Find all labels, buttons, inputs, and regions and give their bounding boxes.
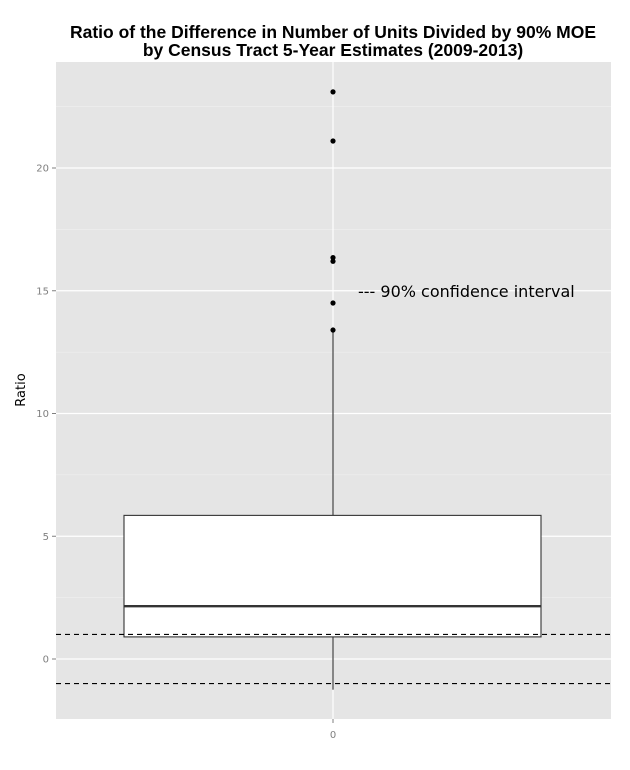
- confidence-interval-lines: [56, 633, 611, 685]
- interquartile-box: [123, 514, 542, 638]
- y-tick-label: 15: [36, 286, 49, 297]
- outlier-point: [330, 255, 336, 261]
- y-axis-label: Ratio: [14, 373, 29, 406]
- outlier-point: [330, 89, 336, 95]
- outlier-point: [330, 258, 336, 264]
- y-tick-label: 20: [36, 164, 49, 175]
- x-axis-ticks: 0: [330, 719, 336, 741]
- outlier-point: [330, 138, 336, 144]
- box-plot: [123, 332, 542, 690]
- y-tick-label: 5: [43, 532, 49, 543]
- y-tick-label: 0: [43, 655, 49, 666]
- y-axis-ticks: 0 5 10 15 20: [36, 164, 56, 666]
- confidence-interval-annotation: --- 90% confidence interval: [358, 282, 575, 301]
- outlier-point: [330, 327, 336, 333]
- outlier-points: [330, 89, 336, 333]
- outlier-point: [330, 300, 336, 306]
- chart-title-line-1: Ratio of the Difference in Number of Uni…: [70, 22, 596, 42]
- y-tick-label: 10: [36, 409, 49, 420]
- chart-title-line-2: by Census Tract 5-Year Estimates (2009-2…: [143, 40, 523, 60]
- x-tick-label: 0: [330, 730, 336, 741]
